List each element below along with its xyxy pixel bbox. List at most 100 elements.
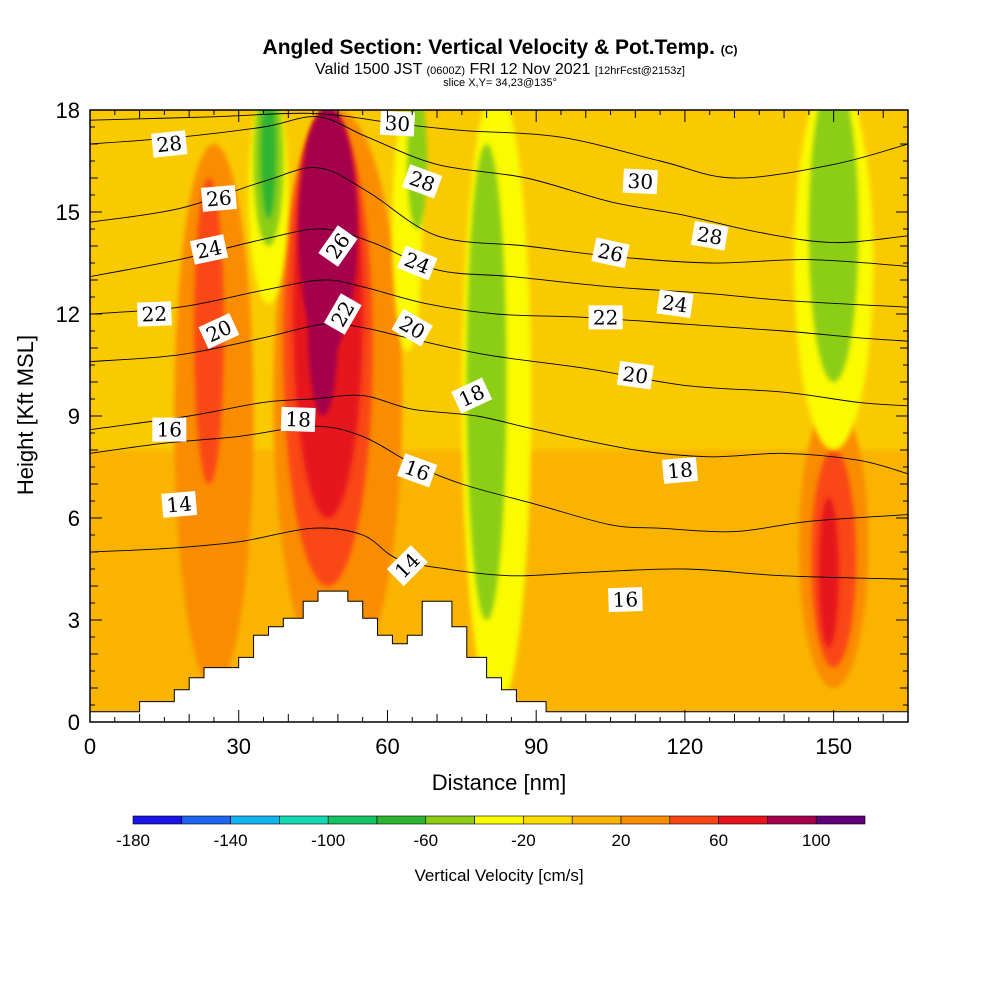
contour-label-text: 18 (285, 407, 311, 432)
x-tick-label: 0 (84, 734, 96, 759)
contour-label-box (396, 245, 438, 281)
velocity-region-6 (818, 497, 839, 648)
forecast-info: [12hrFcst@2153z] (594, 65, 685, 77)
colorbar-tick-label: -100 (311, 831, 345, 850)
y-tick-label: 18 (56, 98, 80, 123)
colorbar-tick-label: 100 (802, 831, 830, 850)
contour-label-text: 16 (157, 418, 182, 442)
colorbar-swatch-6 (425, 815, 475, 825)
contour-label-text: 20 (621, 362, 650, 389)
contour-label-box (161, 490, 198, 518)
contour-label-box (451, 377, 493, 414)
contour-label-24: 16 (607, 587, 643, 613)
contour-label-box (616, 360, 654, 390)
contour-label-text: 28 (155, 131, 183, 158)
colorbar-tick-label: -20 (511, 831, 536, 850)
vertical-velocity-field (90, 110, 908, 722)
contour-label-text: 30 (627, 169, 654, 194)
colorbar-swatch-4 (327, 815, 378, 825)
contour-label-box (588, 305, 623, 330)
contour-label-17: 30 (622, 168, 658, 195)
contour-label-box (662, 456, 698, 484)
contour-label-text: 18 (666, 457, 693, 483)
colorbar-swatch-1 (181, 815, 231, 825)
colorbar-swatch-12 (718, 815, 768, 825)
colorbar-tick-label: -140 (214, 831, 248, 850)
contour-label-text: 22 (141, 302, 167, 327)
contour-label-3: 22 (136, 301, 172, 327)
velocity-region-17 (261, 110, 276, 219)
contour-label-0: 28 (151, 130, 188, 158)
contour-label-18: 26 (591, 237, 630, 269)
x-axis: 0 30 60 90 120 150 (84, 110, 909, 759)
contour-label-box (151, 130, 188, 158)
copyright-mark: (C) (720, 43, 738, 57)
chart-subtitle: Valid 1500 JST (0600Z) FRI 12 Nov 2021 [… (0, 61, 1000, 79)
colorbar-label: Vertical Velocity [cm/s] (414, 866, 583, 885)
colorbar-swatch-9 (571, 815, 622, 825)
contour-label-box (607, 587, 643, 613)
colorbar-swatch-10 (620, 815, 671, 825)
valid-time: Valid 1500 JST (315, 61, 423, 78)
contour-label-23: 18 (662, 456, 698, 484)
contour-label-7: 18 (280, 406, 316, 432)
theta-contour-24 (90, 228, 908, 308)
contour-label-box (152, 417, 187, 442)
colorbar-swatch-0 (132, 815, 183, 825)
y-tick-label: 3 (68, 608, 80, 633)
y-tick-label: 0 (68, 710, 80, 735)
contour-label-box (391, 308, 433, 347)
theta-contour-22 (90, 279, 908, 342)
chart-title-main: Angled Section: Vertical Velocity & Pot.… (262, 36, 715, 59)
colorbar-swatch-8 (523, 815, 573, 825)
colorbar-tick-label: 20 (612, 831, 631, 850)
theta-contour-20 (90, 323, 908, 407)
theta-contour-28 (90, 116, 908, 244)
colorbar-swatch-11 (669, 815, 719, 825)
theta-contour-14 (90, 527, 908, 580)
contour-label-box (280, 406, 316, 432)
y-tick-label: 15 (56, 200, 80, 225)
colorbar: -180 -140 -100 -60 -20 20 60 100 (116, 815, 866, 850)
x-tick-label: 30 (226, 734, 250, 759)
contour-label-text: 28 (695, 222, 724, 250)
contour-label-box (189, 234, 229, 265)
y-tick-label: 6 (68, 506, 80, 531)
contour-label-box (591, 237, 630, 269)
contour-label-box (397, 453, 438, 488)
colorbar-tick-label: -180 (116, 831, 150, 850)
colorbar-tick-label: -60 (414, 831, 439, 850)
velocity-region-15 (466, 144, 507, 620)
contour-label-box (136, 301, 172, 327)
contour-label-box (402, 164, 443, 199)
contour-label-text: 24 (661, 290, 690, 317)
contour-label-box (690, 221, 729, 251)
contour-label-text: 22 (593, 305, 618, 329)
y-axis-label: Height [Kft MSL] (13, 335, 38, 495)
theta-contour-16 (90, 425, 908, 533)
contour-label-box (622, 168, 658, 195)
contour-label-1: 26 (200, 184, 237, 212)
contour-label-text: 30 (384, 111, 411, 136)
contour-label-box (318, 225, 358, 267)
colorbar-swatch-5 (376, 815, 427, 825)
contour-label-21: 22 (588, 305, 623, 330)
chart-title: Angled Section: Vertical Velocity & Pot.… (0, 36, 1000, 60)
colorbar-swatch-3 (279, 815, 329, 825)
x-tick-label: 60 (375, 734, 399, 759)
x-axis-label: Distance [nm] (432, 770, 567, 795)
contour-label-14: 18 (451, 377, 493, 414)
valid-date: FRI 12 Nov 2021 (469, 61, 591, 78)
contour-label-text: 26 (596, 238, 626, 267)
contour-label-box (656, 289, 694, 319)
y-axis: 0 3 6 9 12 15 18 (56, 98, 908, 735)
valid-utc: (0600Z) (426, 65, 466, 77)
y-tick-label: 12 (56, 302, 80, 327)
x-tick-label: 90 (524, 734, 548, 759)
contour-label-text: 14 (165, 491, 192, 517)
velocity-region-9 (308, 246, 338, 416)
contour-label-text: 24 (194, 235, 224, 264)
contour-label-6: 14 (161, 490, 198, 518)
colorbar-swatch-7 (474, 815, 524, 825)
